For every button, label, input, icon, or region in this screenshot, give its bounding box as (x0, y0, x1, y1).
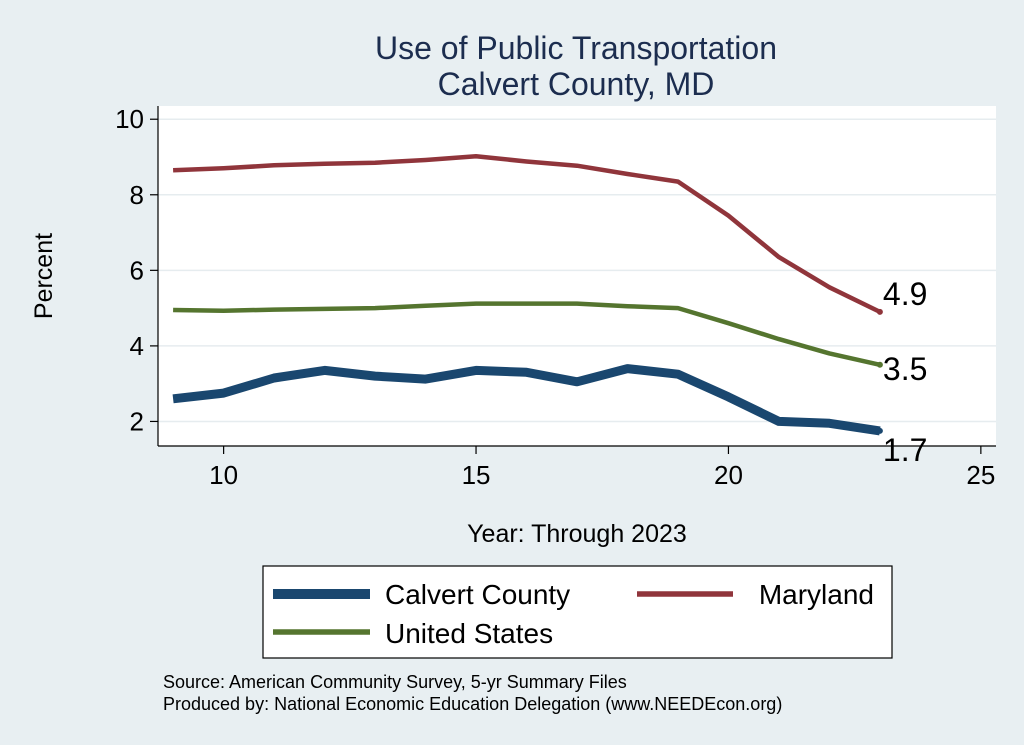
x-tick-label: 10 (209, 460, 238, 490)
y-tick-label: 2 (130, 406, 144, 436)
end-label-maryland: 4.9 (883, 276, 927, 312)
chart-title: Use of Public Transportation (375, 30, 777, 66)
y-axis-title: Percent (30, 233, 58, 319)
series-lines (172, 153, 883, 436)
y-tick-label: 8 (130, 180, 144, 210)
end-labels: 1.7 4.9 3.5 (883, 276, 927, 468)
gridlines (158, 118, 996, 423)
end-label-united-states: 3.5 (883, 351, 927, 387)
series-line-maryland (173, 153, 881, 314)
axis-ticks: 2 4 6 8 10 10 15 20 25 (115, 104, 995, 490)
series-line-calvert-county (172, 364, 881, 436)
chart-subtitle: Calvert County, MD (438, 66, 715, 102)
legend-label-united-states: United States (385, 618, 553, 649)
x-tick-label: 20 (714, 460, 743, 490)
end-label-calvert-county: 1.7 (883, 432, 927, 468)
legend-label-calvert-county: Calvert County (385, 579, 570, 610)
series-end-marker (876, 308, 883, 315)
x-tick-label: 25 (966, 460, 995, 490)
source-note: Source: American Community Survey, 5-yr … (163, 672, 627, 692)
legend (262, 565, 893, 659)
producer-note: Produced by: National Economic Education… (163, 694, 782, 714)
legend-label-maryland: Maryland (759, 579, 874, 610)
legend-items: Calvert County Maryland United States (273, 579, 874, 649)
y-tick-label: 10 (115, 104, 144, 134)
series-end-marker (876, 427, 883, 434)
plot-area (158, 106, 996, 446)
x-tick-label: 15 (462, 460, 491, 490)
y-tick-label: 4 (130, 331, 144, 361)
y-tick-label: 6 (130, 255, 144, 285)
series-end-marker (876, 361, 883, 368)
x-axis-title: Year: Through 2023 (467, 520, 687, 548)
series-line-united-states (173, 301, 881, 367)
